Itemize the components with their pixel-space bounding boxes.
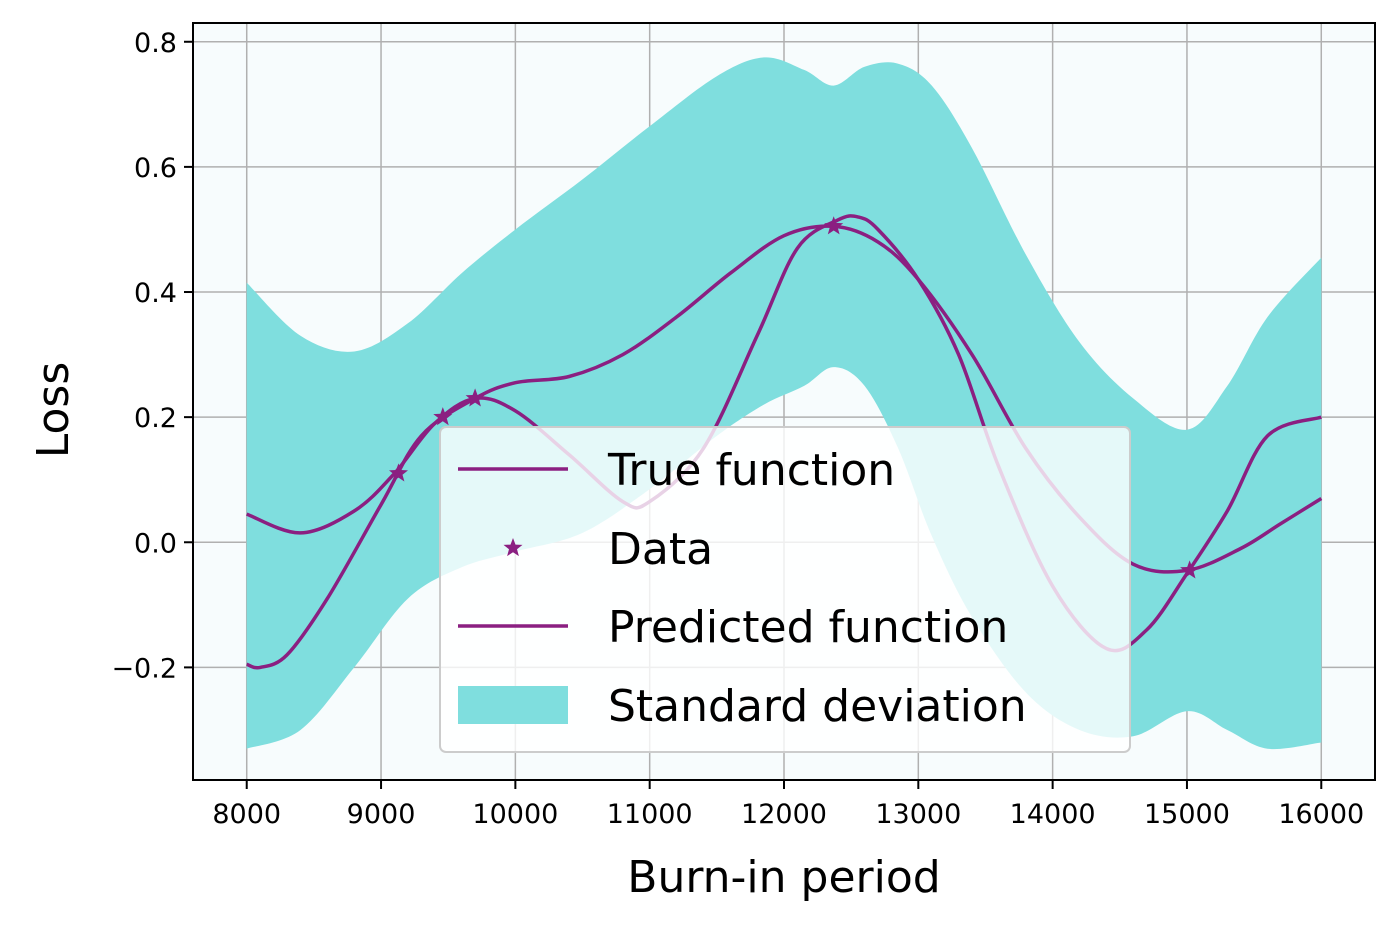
x-tick-label: 10000 [472, 799, 558, 830]
legend-entries: True function Data Predicted function Stand… [458, 445, 1027, 732]
x-tick-label: 15000 [1144, 799, 1230, 830]
x-tick-label: 9000 [347, 799, 416, 830]
y-tick-label: 0.4 [134, 278, 177, 309]
x-ticks: 8000 9000 10000 11000 12000 13000 14000 15000 16… [212, 780, 1364, 830]
y-axis-label: Loss [28, 362, 79, 459]
y-ticks: −0.2 0.0 0.2 0.4 0.6 0.8 [111, 28, 193, 684]
legend-label: Data [608, 524, 713, 575]
data-point [433, 407, 453, 426]
x-tick-label: 14000 [1010, 799, 1096, 830]
y-tick-label: −0.2 [111, 653, 177, 684]
legend-box [439, 426, 1131, 753]
data-point [465, 388, 485, 407]
y-tick-label: 0.6 [134, 153, 177, 184]
legend: True function Data Predicted function Stand… [439, 426, 1131, 753]
x-tick-label: 12000 [741, 799, 827, 830]
x-tick-label: 8000 [212, 799, 281, 830]
data-point [389, 463, 408, 482]
x-tick-label: 13000 [875, 799, 961, 830]
legend-patch-swatch [458, 686, 568, 724]
legend-label: True function [607, 445, 895, 496]
predicted-function-line [246, 224, 1323, 670]
legend-marker-swatch [503, 538, 523, 557]
y-tick-label: 0.0 [134, 528, 177, 559]
x-axis-label: Burn-in period [627, 852, 940, 903]
data-point [1180, 560, 1200, 579]
x-tick-label: 16000 [1278, 799, 1364, 830]
x-tick-label: 11000 [607, 799, 693, 830]
legend-label: Standard deviation [608, 681, 1027, 732]
y-tick-label: 0.2 [134, 403, 177, 434]
legend-label: Predicted function [608, 602, 1008, 653]
y-tick-label: 0.8 [134, 28, 177, 59]
data-point [824, 216, 844, 235]
